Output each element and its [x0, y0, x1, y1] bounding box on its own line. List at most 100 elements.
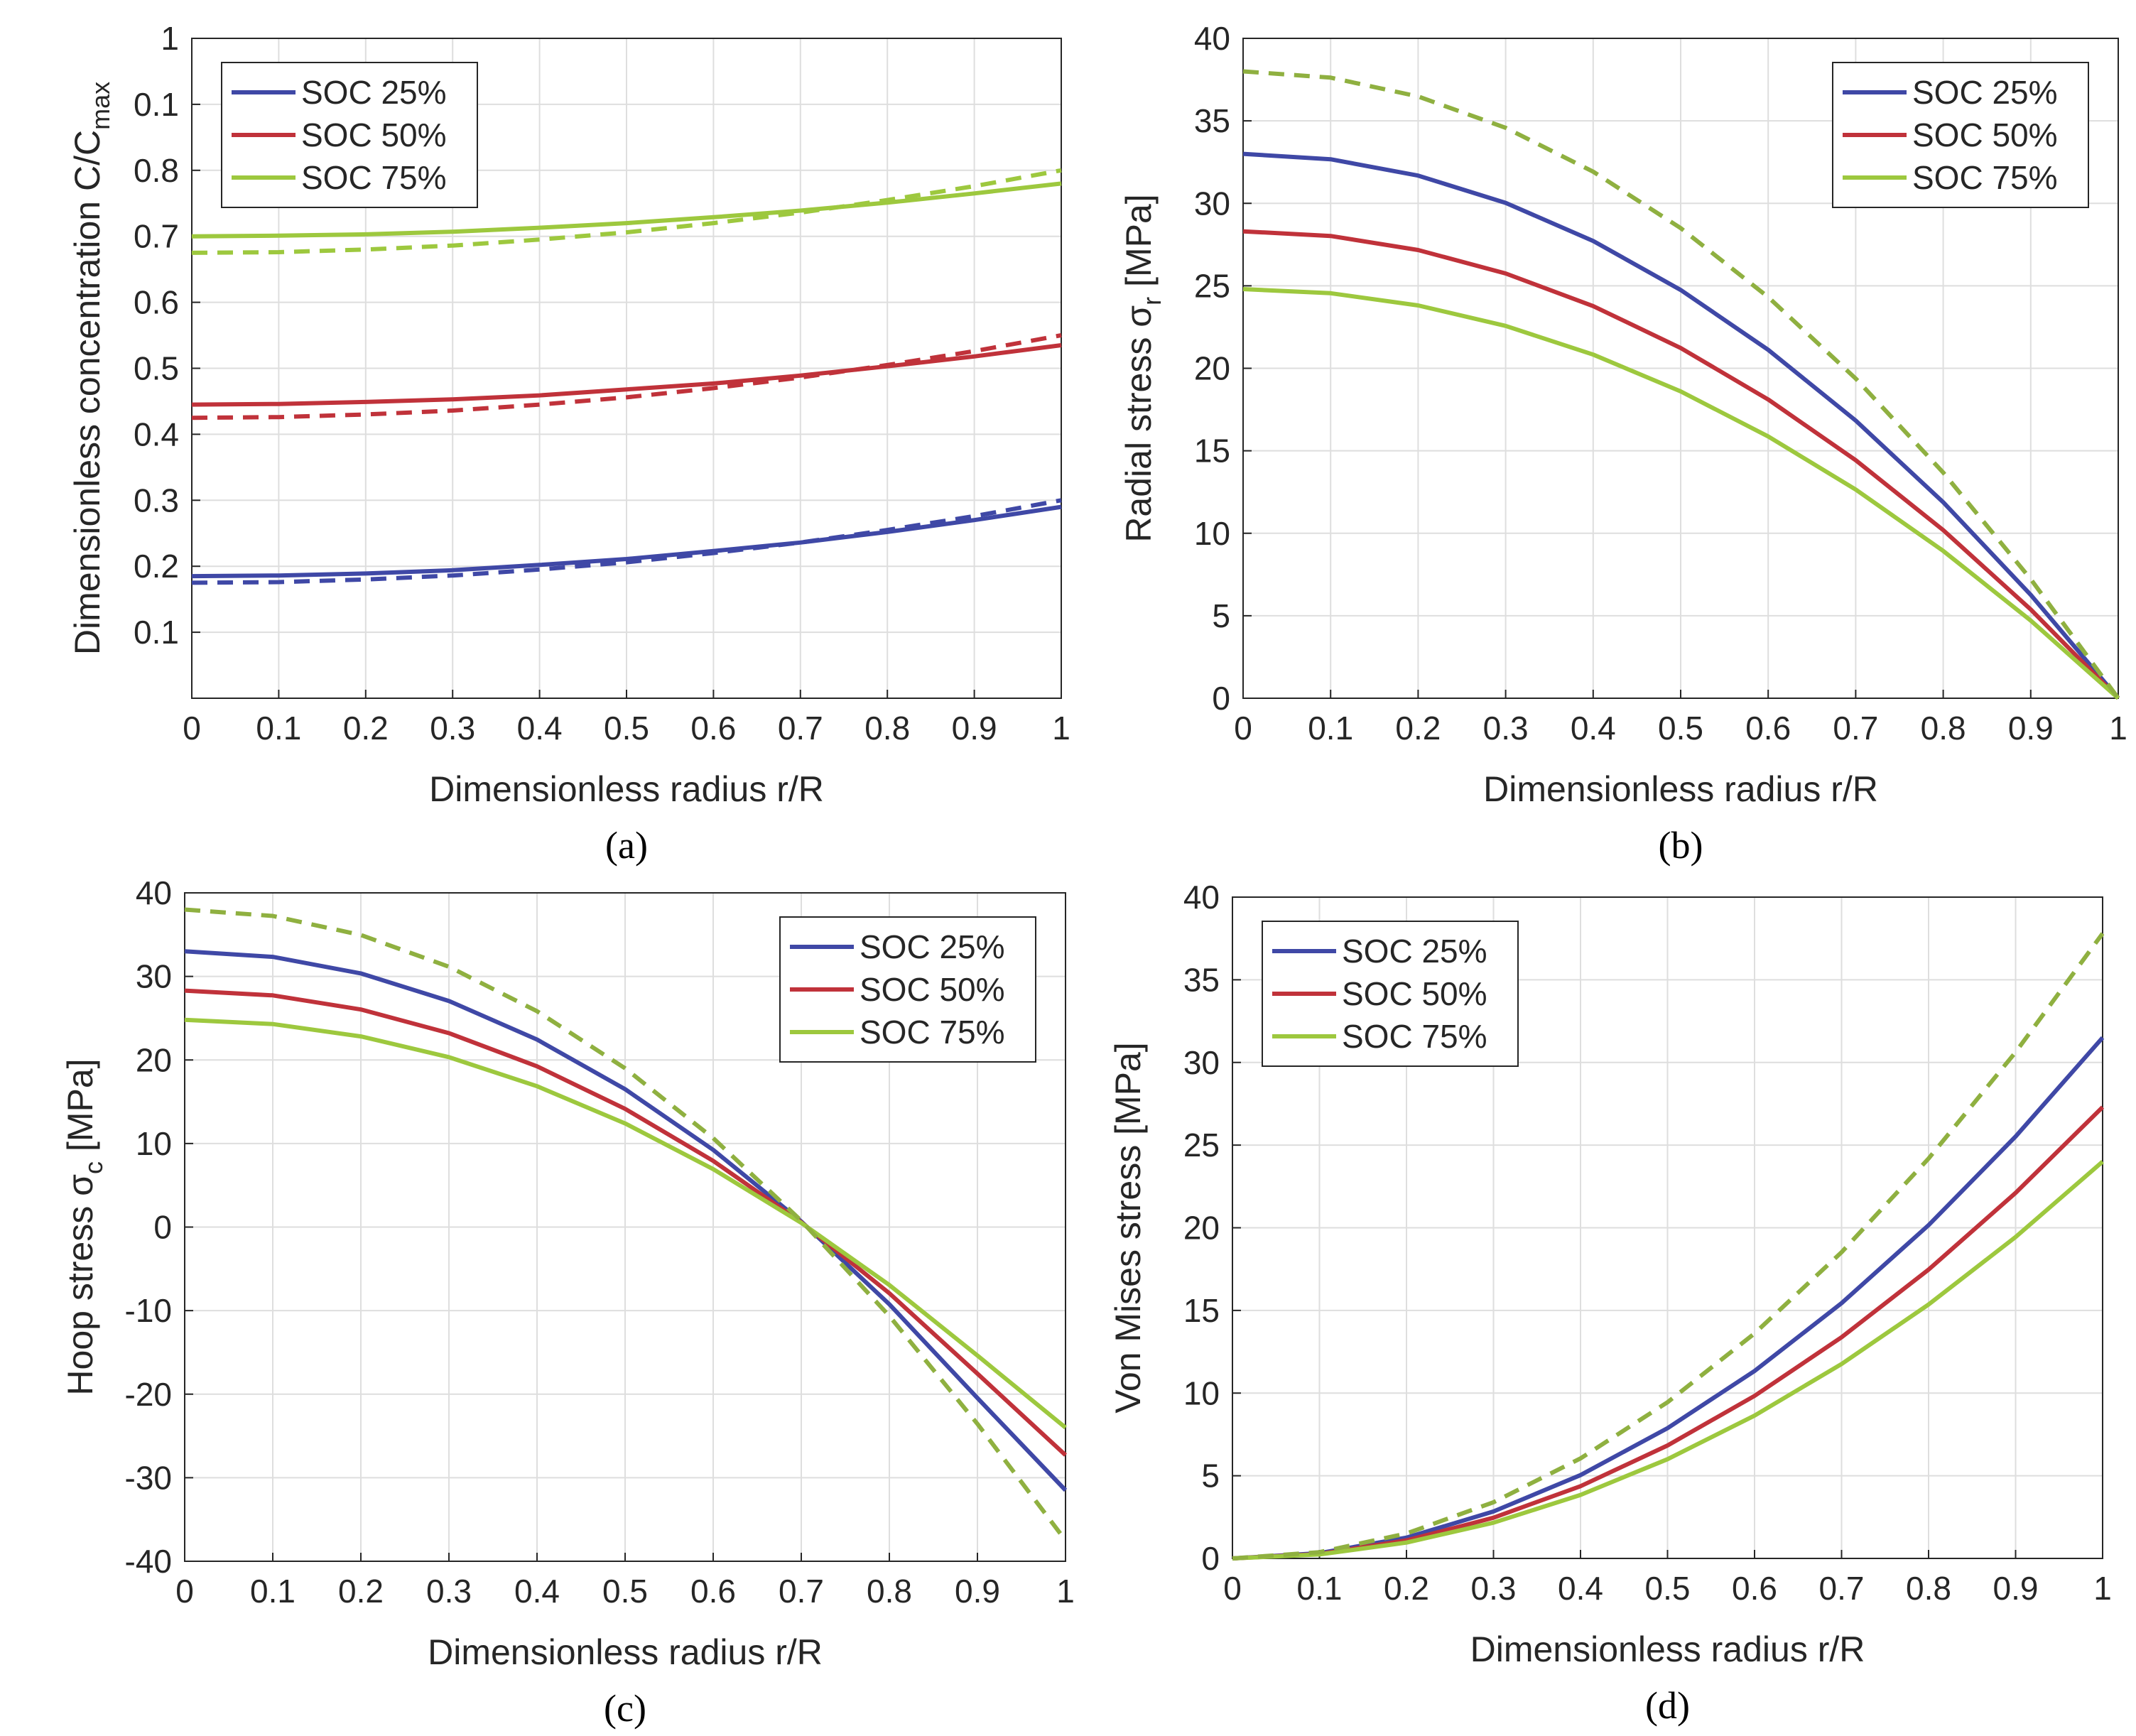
y-tick-label: -20: [125, 1376, 172, 1413]
legend-label: SOC 50%: [1912, 116, 2058, 153]
x-tick-label: 0.5: [604, 710, 649, 747]
x-tick-label: 0.4: [517, 710, 563, 747]
x-tick-label: 0.4: [1571, 710, 1616, 747]
y-tick-label: 0.4: [134, 416, 179, 452]
legend-label: SOC 50%: [860, 971, 1005, 1008]
y-axis-label-sub: r: [1137, 297, 1166, 305]
x-tick-label: 0.9: [952, 710, 997, 747]
y-tick-label: 20: [136, 1041, 172, 1078]
line: [191, 181, 1062, 239]
y-tick-label: 40: [136, 874, 172, 911]
dashed-line: [1242, 69, 2120, 700]
caption: (b): [1659, 824, 1703, 867]
y-tick-label: 40: [1194, 20, 1230, 57]
y-tick-label: 20: [1183, 1210, 1220, 1247]
line: [184, 1017, 1067, 1430]
y-tick-label: 10: [1194, 515, 1230, 552]
y-tick-label: -30: [125, 1459, 172, 1496]
legend-label: SOC 25%: [301, 74, 447, 111]
axes-box: [184, 892, 1066, 1562]
axes-box: [191, 38, 1062, 699]
x-tick-label: 0.2: [343, 710, 389, 747]
x-tick-label: 1: [2093, 1570, 2112, 1607]
caption: (c): [604, 1687, 646, 1730]
x-tick-label: 0: [1223, 1570, 1242, 1607]
x-tick-label: 0.1: [256, 710, 301, 747]
y-tick-label: 0.3: [134, 482, 179, 519]
line: [184, 949, 1068, 1492]
y-axis-label: Dimensionless concentration C/Cmax: [67, 82, 115, 655]
y-tick-label: 1: [161, 20, 179, 57]
y-tick-label: 40: [1183, 879, 1220, 916]
line: [1242, 151, 2120, 700]
x-tick-label: 0.4: [514, 1573, 560, 1610]
y-tick-label: 15: [1183, 1292, 1220, 1329]
caption: (d): [1645, 1684, 1690, 1727]
x-tick-label: 0.3: [1471, 1570, 1517, 1607]
y-tick-label: 0.1: [134, 86, 179, 123]
y-axis-label: Hoop stress σc [MPa]: [60, 1058, 108, 1395]
legend-label: SOC 25%: [1342, 933, 1487, 970]
x-tick-label: 0.3: [1483, 710, 1529, 747]
x-tick-label: 0.7: [779, 1573, 824, 1610]
x-tick-label: 0.2: [1384, 1570, 1429, 1607]
y-tick-label: 30: [1183, 1044, 1220, 1081]
x-tick-label: 0.7: [1833, 710, 1878, 747]
x-tick-label: 1: [1052, 710, 1070, 747]
line: [191, 504, 1062, 579]
x-tick-label: 0.2: [1395, 710, 1441, 747]
line: [191, 343, 1062, 407]
legend-label: SOC 25%: [1912, 74, 2058, 111]
x-tick-label: 0.7: [778, 710, 823, 747]
x-tick-label: 0: [175, 1573, 194, 1610]
dashed-line: [184, 907, 1068, 1542]
legend-label: SOC 75%: [860, 1014, 1005, 1051]
y-tick-label: 0: [1212, 680, 1230, 717]
y-tick-label: 25: [1194, 267, 1230, 304]
line: [1232, 1160, 2104, 1561]
x-tick-label: 1: [2109, 710, 2127, 747]
y-tick-label: 0.2: [134, 548, 179, 585]
y-tick-label: 5: [1212, 597, 1230, 634]
x-tick-label: 0.9: [955, 1573, 1000, 1610]
x-tick-label: 0: [1234, 710, 1252, 747]
x-tick-label: 0.6: [690, 1573, 736, 1610]
x-tick-label: 0.6: [690, 710, 736, 747]
x-tick-label: 0: [183, 710, 201, 747]
y-tick-label: 35: [1194, 102, 1230, 139]
x-axis-label: Dimensionless radius r/R: [429, 769, 824, 809]
y-axis-label-part: Von Mises stress [MPa]: [1108, 1042, 1148, 1413]
dashed-line: [1232, 932, 2105, 1561]
x-tick-label: 0.8: [1906, 1570, 1951, 1607]
line: [184, 988, 1068, 1457]
y-tick-label: 30: [1194, 185, 1230, 222]
y-tick-label: 0: [153, 1209, 172, 1246]
y-tick-label: 25: [1183, 1127, 1220, 1163]
y-tick-label: 30: [136, 958, 172, 995]
x-axis-label: Dimensionless radius r/R: [1483, 769, 1878, 809]
y-tick-label: 0.5: [134, 350, 179, 387]
x-tick-label: 0.9: [1993, 1570, 2039, 1607]
line: [1242, 229, 2120, 700]
dashed-line: [191, 498, 1062, 585]
x-tick-label: 0.3: [430, 710, 475, 747]
legend-label: SOC 25%: [860, 928, 1005, 965]
legend-label: SOC 75%: [1342, 1018, 1487, 1055]
x-tick-label: 0.6: [1745, 710, 1791, 747]
y-tick-label: 35: [1183, 961, 1220, 998]
y-axis-label: Radial stress σr [MPa]: [1119, 194, 1166, 542]
y-axis-label-part: Hoop stress σ: [60, 1174, 100, 1396]
axes-box: [1232, 896, 2103, 1559]
legend-label: SOC 50%: [301, 116, 447, 153]
y-tick-label: 0.7: [134, 218, 179, 255]
y-axis-label-part: [MPa]: [1119, 194, 1159, 287]
y-tick-label: 10: [1183, 1374, 1220, 1411]
y-tick-label: 5: [1201, 1458, 1220, 1494]
y-axis-label-part: [MPa]: [60, 1058, 100, 1151]
y-tick-label: 20: [1194, 350, 1230, 387]
y-tick-label: -10: [125, 1292, 172, 1329]
x-tick-label: 0.8: [867, 1573, 912, 1610]
y-tick-label: -40: [125, 1543, 172, 1580]
dashed-line: [191, 168, 1062, 255]
